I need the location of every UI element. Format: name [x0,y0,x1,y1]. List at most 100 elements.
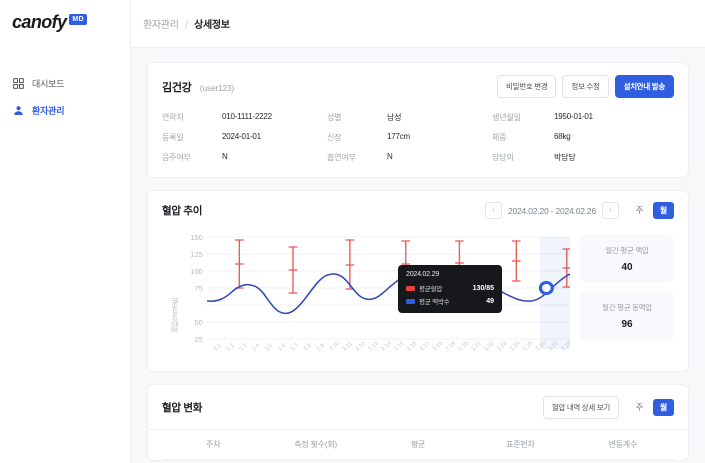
svg-text:100: 100 [190,267,203,276]
tooltip-value-bp: 130/85 [472,284,494,292]
stat-label: 월간 평균 맥압 [605,246,649,255]
svg-text:2.9: 2.9 [316,343,326,352]
field-value-gender: 남성 [387,113,402,122]
sidebar-item-label: 대시보드 [32,79,65,89]
view-bp-history-button[interactable]: 혈압 내역 상세 보기 [542,396,619,419]
main-area: 환자관리 / 상세정보 김건강 (user123) 비밀번호 변경 정보 수정 … [131,0,705,463]
field-value-phone: 010-1111-2222 [222,112,272,121]
bp-stat-cards: 월간 평균 맥압 40 월간 평균 동맥압 96 [580,229,674,357]
table-header-divider [162,459,674,460]
field-value-smoking: N [387,152,393,161]
tooltip-value-pulse: 49 [486,297,494,305]
svg-text:2.1: 2.1 [213,343,223,352]
field-value-weight: 68kg [554,132,571,141]
tooltip-row-pulse: 평균 맥박수 49 [406,296,494,306]
field-label-weight: 체중 [492,133,507,142]
bp-chart-svg: 150 125 100 75 50 25 혈압(mmHg) [170,233,573,353]
svg-text:2.28: 2.28 [561,341,570,353]
field-label-phone: 연락처 [162,113,184,122]
tooltip-date: 2024.02.29 [406,271,440,278]
patient-identity: 김건강 (user123) [162,78,234,96]
svg-text:2.22: 2.22 [483,341,495,353]
patient-detail-grid: 연락처 010-1111-2222 성별 남성 생년월일 1950-01-01 … [148,106,688,177]
svg-text:2.27: 2.27 [548,341,560,353]
tooltip-label-bp: 평균혈압 [419,286,443,293]
bp-trend-chart[interactable]: 150 125 100 75 50 25 혈압(mmHg) [162,229,573,357]
svg-text:2.13: 2.13 [367,341,379,353]
svg-text:2.21: 2.21 [470,341,482,353]
field-label-smoking: 흡연여부 [327,153,356,162]
date-range-label: 2024.02.20 - 2024.02.26 [507,205,596,216]
logo-text: canofy [12,12,67,32]
bp-trend-body: 150 125 100 75 50 25 혈압(mmHg) [148,229,688,371]
field-label-gender: 성별 [327,113,342,122]
tooltip-row-bp: 평균혈압 130/85 [406,283,494,293]
svg-text:150: 150 [190,233,203,242]
edit-info-button[interactable]: 정보 수정 [562,75,609,98]
patient-action-buttons: 비밀번호 변경 정보 수정 설치안내 발송 [497,75,674,98]
field-value-height: 177cm [387,132,411,141]
bp-trend-card: 혈압 추이 ‹ 2024.02.20 - 2024.02.26 › 주 월 [147,190,689,372]
app-logo[interactable]: canofy MD [0,0,130,33]
svg-text:2.15: 2.15 [393,341,405,353]
svg-text:2.20: 2.20 [458,341,470,353]
svg-text:2.16: 2.16 [406,341,418,353]
svg-text:2.17: 2.17 [419,341,431,353]
send-install-guide-button[interactable]: 설치안내 발송 [614,75,674,98]
change-password-button[interactable]: 비밀번호 변경 [497,75,557,98]
field-value-birthdate: 1950-01-01 [554,112,593,121]
bp-trend-period-toggle: 주 월 [629,202,674,219]
period-month-button[interactable]: 월 [653,202,674,219]
svg-text:2.24: 2.24 [509,341,521,353]
bp-change-period-toggle: 주 월 [629,399,674,416]
field-label-height: 신장 [327,133,342,142]
stat-value: 40 [621,262,633,273]
bp-change-period-month-button[interactable]: 월 [653,399,674,416]
sidebar-item-patients[interactable]: 환자관리 [0,97,130,124]
column-header-count: 측정 횟수(회) [294,440,337,449]
field-label-alcohol: 음주여부 [162,153,191,162]
svg-text:2.23: 2.23 [496,341,508,353]
user-icon [12,105,24,117]
sidebar-item-dashboard[interactable]: 대시보드 [0,70,130,97]
breadcrumb-current: 상세정보 [194,20,230,31]
breadcrumb-parent[interactable]: 환자관리 [143,20,179,31]
svg-text:2.26: 2.26 [535,341,547,353]
sidebar: canofy MD 대시보드 [0,0,131,463]
sidebar-item-label: 환자관리 [32,106,65,116]
prev-period-button[interactable]: ‹ [484,202,502,219]
top-bar: 환자관리 / 상세정보 [131,0,705,48]
svg-text:75: 75 [194,284,202,293]
svg-text:2.11: 2.11 [342,341,354,352]
svg-text:2.8: 2.8 [303,343,313,352]
patient-card-header: 김건강 (user123) 비밀번호 변경 정보 수정 설치안내 발송 [148,63,688,106]
bp-change-table-header: 주차 측정 횟수(회) 평균 표준편차 변동계수 [148,429,688,459]
column-header-stddev: 표준편차 [506,440,535,449]
svg-text:2.25: 2.25 [522,341,534,353]
chart-active-point [538,281,554,295]
page-content: 김건강 (user123) 비밀번호 변경 정보 수정 설치안내 발송 연락처 … [131,48,705,463]
svg-text:2.7: 2.7 [290,343,300,352]
bp-change-title: 혈압 변화 [162,402,203,414]
svg-text:2.10: 2.10 [329,341,341,353]
breadcrumb-separator: / [185,20,188,31]
column-header-cv: 변동계수 [608,440,638,449]
sidebar-nav: 대시보드 환자관리 [0,70,130,124]
svg-text:2.14: 2.14 [380,341,392,353]
breadcrumb: 환자관리 / 상세정보 [143,16,230,31]
patient-info-card: 김건강 (user123) 비밀번호 변경 정보 수정 설치안내 발송 연락처 … [147,62,689,178]
field-value-registered: 2024-01-01 [222,132,261,141]
period-week-button[interactable]: 주 [629,202,650,219]
column-header-average: 평균 [410,440,426,449]
field-value-alcohol: N [222,152,228,161]
stat-card-pulse-pressure: 월간 평균 맥압 40 [580,235,674,283]
svg-text:2.6: 2.6 [277,343,287,352]
svg-text:50: 50 [194,318,202,327]
stat-card-mean-arterial-pressure: 월간 평균 동맥압 96 [580,292,674,340]
svg-text:125: 125 [190,250,203,259]
svg-text:2.12: 2.12 [354,341,366,353]
next-period-button[interactable]: › [602,202,619,219]
bp-change-period-week-button[interactable]: 주 [629,399,650,416]
tooltip-swatch-pulse [406,298,415,304]
svg-text:2.2: 2.2 [226,343,236,352]
